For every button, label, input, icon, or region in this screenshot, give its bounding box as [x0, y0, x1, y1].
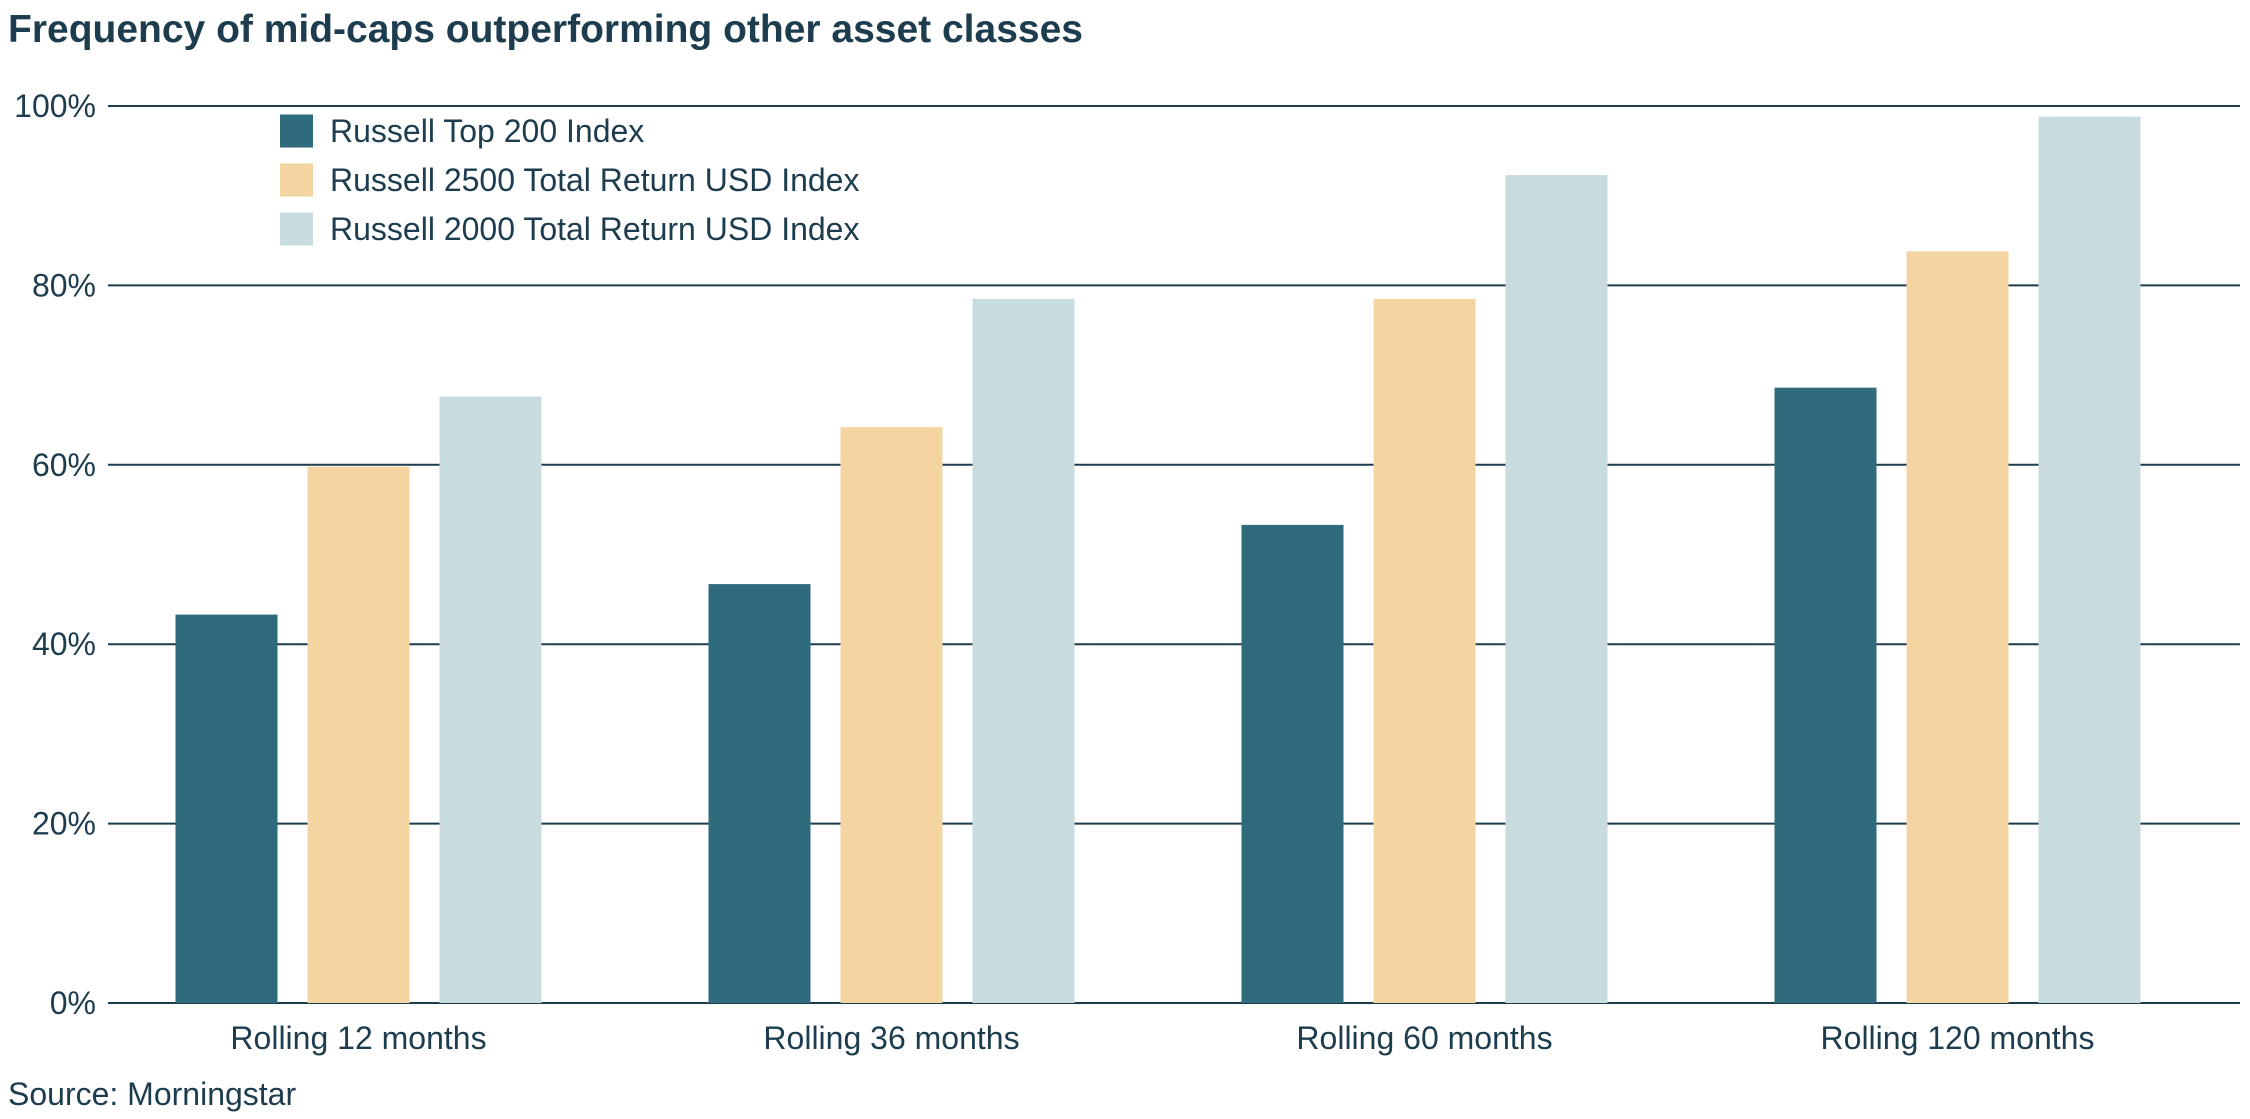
bar: [307, 466, 410, 1003]
bar: [1906, 251, 2009, 1004]
bar: [840, 427, 943, 1004]
legend: Russell Top 200 Index Russell 2500 Total …: [280, 113, 859, 247]
legend-label: Russell 2500 Total Return USD Index: [330, 162, 859, 198]
bar: [1373, 298, 1476, 1004]
x-tick-label: Rolling 120 months: [1821, 1020, 2095, 1056]
legend-swatch: [280, 212, 313, 246]
bar: [972, 298, 1075, 1004]
y-tick-label: 100%: [14, 88, 96, 124]
legend-swatch: [280, 163, 313, 197]
y-tick-label: 40%: [32, 626, 96, 662]
bars: [175, 116, 2141, 1004]
source-note: Source: Morningstar: [8, 1076, 296, 1112]
y-tick-label: 0%: [50, 985, 96, 1021]
chart-title: Frequency of mid-caps outperforming othe…: [8, 8, 1083, 51]
x-axis-category-labels: Rolling 12 months Rolling 36 months Rollin…: [230, 1020, 2094, 1056]
bar: [1505, 175, 1608, 1004]
bar: [2038, 116, 2141, 1004]
bar: [175, 614, 278, 1003]
y-tick-label: 80%: [32, 267, 96, 303]
bar: [708, 584, 811, 1003]
bar: [1241, 524, 1344, 1003]
y-tick-label: 20%: [32, 806, 96, 842]
y-axis-tick-labels: 0% 20% 40% 60% 80% 100%: [14, 88, 96, 1021]
y-tick-label: 60%: [32, 447, 96, 483]
bar: [1774, 387, 1877, 1004]
bar: [439, 396, 542, 1003]
x-tick-label: Rolling 12 months: [230, 1020, 486, 1056]
x-tick-label: Rolling 60 months: [1296, 1020, 1552, 1056]
legend-label: Russell Top 200 Index: [330, 113, 644, 149]
x-tick-label: Rolling 36 months: [763, 1020, 1019, 1056]
legend-label: Russell 2000 Total Return USD Index: [330, 211, 859, 247]
legend-swatch: [280, 114, 313, 148]
